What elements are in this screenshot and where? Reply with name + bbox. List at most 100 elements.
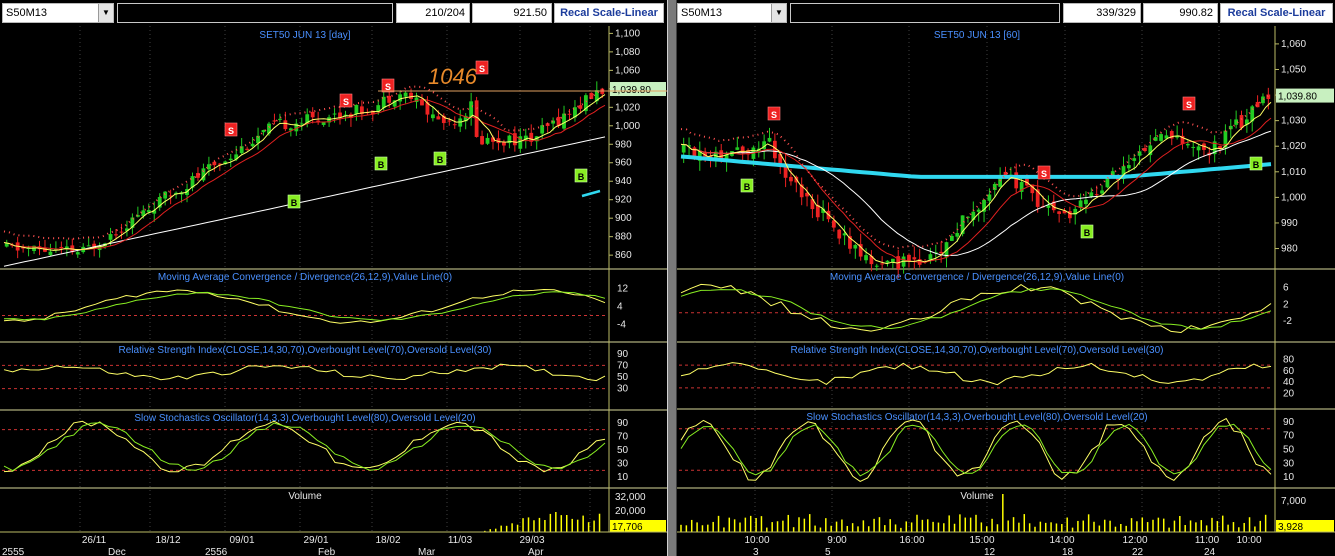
- candle-body: [708, 155, 713, 158]
- candle-body: [540, 125, 545, 134]
- last-price-label: 1,039.80: [1278, 92, 1317, 103]
- recal-scale-button[interactable]: Recal Scale-Linear: [554, 3, 664, 23]
- indicator-line: [680, 417, 1272, 482]
- candle-body: [425, 102, 430, 115]
- candle-body: [1126, 165, 1131, 169]
- indicator-tick-label: 6: [1283, 283, 1289, 294]
- recal-scale-button[interactable]: Recal Scale-Linear: [1220, 3, 1333, 23]
- candle-body: [1137, 151, 1142, 156]
- candle-body: [130, 217, 135, 228]
- signal-letter: B: [291, 198, 298, 208]
- time-label-secondary: 22: [1132, 547, 1144, 556]
- candle-body: [735, 147, 740, 150]
- candle-body: [217, 163, 222, 165]
- candle-body: [86, 245, 91, 247]
- buy-signal-icon: [574, 168, 588, 183]
- time-label: 18/02: [375, 535, 400, 546]
- candle-body: [1062, 210, 1067, 214]
- indicator-tick-label: 2: [1283, 299, 1289, 310]
- moving-average-yellow: [3, 94, 606, 251]
- candle-body: [430, 114, 435, 119]
- candle-body: [529, 132, 534, 142]
- indicator-tick-label: 70: [617, 431, 629, 442]
- candle-body: [392, 100, 397, 107]
- candle-body: [299, 123, 304, 125]
- candle-body: [594, 90, 599, 102]
- candle-body: [398, 94, 403, 102]
- macd-title: Moving Average Convergence / Divergence(…: [158, 272, 452, 283]
- candle-body: [573, 107, 577, 118]
- candle-body: [982, 199, 986, 212]
- indicator-line: [680, 283, 1272, 334]
- stochastic-title: Slow Stochastics Oscillator(14,3,3),Over…: [806, 412, 1147, 423]
- candle-body: [874, 265, 879, 267]
- candle-body: [880, 263, 885, 265]
- candle-body: [578, 105, 583, 109]
- price-tick-label: 980: [1281, 244, 1298, 255]
- candle-body: [288, 128, 293, 131]
- candle-body: [724, 154, 729, 162]
- candle-body: [885, 260, 890, 263]
- candle-body: [1121, 166, 1126, 180]
- candle-body: [799, 184, 804, 198]
- candle-body: [21, 246, 26, 249]
- last-price-tag: [1276, 88, 1334, 103]
- volume-title: Volume: [960, 491, 994, 502]
- candle-body: [1084, 199, 1088, 205]
- candle-body: [955, 233, 960, 237]
- chevron-down-icon[interactable]: ▼: [98, 4, 113, 22]
- price-tick-label: 860: [615, 250, 632, 261]
- candle-body: [971, 211, 976, 220]
- price-tick-label: 940: [615, 176, 632, 187]
- candle-body: [1153, 137, 1158, 141]
- candle-body: [469, 101, 474, 118]
- candle-body: [842, 233, 847, 236]
- signal-letter: S: [343, 97, 349, 107]
- price-tick-label: 1,020: [615, 102, 640, 113]
- chart-area-hourly[interactable]: SET50 JUN 13 [60]1,0601,0501,0401,0301,0…: [677, 26, 1335, 556]
- indicator-tick-label: 20: [1283, 389, 1295, 400]
- symbol-selector[interactable]: S50M13 ▼: [2, 3, 114, 23]
- candle-body: [261, 130, 266, 133]
- candle-body: [1255, 101, 1260, 108]
- candle-body: [805, 192, 809, 197]
- indicator-tick-label: 80: [1283, 354, 1295, 365]
- price-annotation: 1046: [428, 64, 478, 89]
- indicator-tick-label: 70: [617, 360, 629, 371]
- candle-body: [206, 164, 211, 170]
- price-tick-label: 1,030: [1281, 116, 1306, 127]
- candle-body: [141, 210, 146, 217]
- moving-average-red: [680, 117, 1272, 263]
- chart-area-daily[interactable]: SET50 JUN 13 [day]1,1001,0801,0601,0401,…: [0, 26, 667, 556]
- candle-body: [403, 92, 408, 97]
- candle-body: [441, 115, 446, 124]
- candle-body: [458, 118, 463, 127]
- current-value: 921.50: [472, 3, 552, 23]
- indicator-tick-label: 30: [617, 384, 629, 395]
- indicator-tick-label: 30: [617, 459, 629, 470]
- sell-signal-icon: [224, 122, 238, 137]
- candle-body: [858, 244, 863, 257]
- chevron-down-icon[interactable]: ▼: [771, 4, 786, 22]
- candle-body: [387, 95, 392, 103]
- chart-title: SET50 JUN 13 [day]: [259, 30, 350, 41]
- candle-body: [831, 220, 836, 228]
- indicator-tick-label: 90: [617, 418, 629, 429]
- candle-body: [59, 246, 64, 248]
- candle-body: [256, 135, 260, 144]
- time-label-secondary: Apr: [528, 547, 544, 556]
- candle-body: [1143, 147, 1147, 152]
- pane-splitter[interactable]: [667, 0, 677, 556]
- candle-body: [789, 176, 793, 182]
- symbol-selector[interactable]: S50M13 ▼: [677, 3, 787, 23]
- candle-body: [853, 245, 858, 249]
- candle-body: [1046, 205, 1051, 208]
- candle-body: [294, 123, 299, 132]
- signal-letter: S: [771, 110, 777, 120]
- price-tick-label: 980: [615, 139, 632, 150]
- candle-body: [119, 231, 124, 233]
- chart-title: SET50 JUN 13 [60]: [934, 30, 1020, 41]
- candle-body: [1030, 184, 1035, 194]
- indicator-line: [3, 291, 606, 322]
- price-tick-label: 920: [615, 195, 632, 206]
